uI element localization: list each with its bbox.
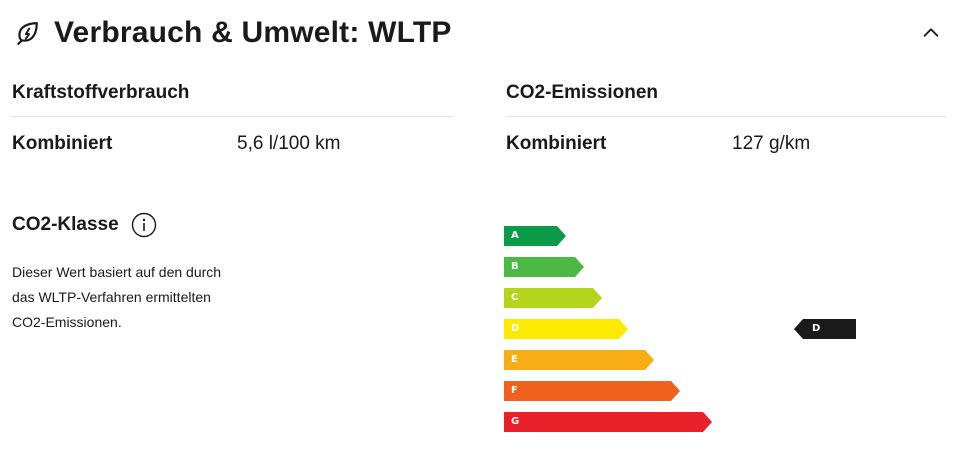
- co2-combined-label: Kombiniert: [506, 133, 607, 154]
- info-icon[interactable]: [131, 212, 157, 238]
- fuel-combined-value: 5,6 l/100 km: [237, 133, 341, 154]
- section-header: Verbrauch & Umwelt: WLTP: [12, 10, 946, 54]
- co2-class-bar-e: E: [504, 350, 654, 370]
- co2-heading: CO2-Emissionen: [506, 78, 946, 117]
- section-title: Verbrauch & Umwelt: WLTP: [54, 16, 452, 49]
- co2-emissions-block: CO2-Emissionen Kombiniert 127 g/km: [506, 78, 946, 167]
- fuel-combined-label: Kombiniert: [12, 133, 113, 154]
- co2-class-letter: E: [511, 354, 518, 365]
- co2-class-letter: G: [511, 416, 520, 427]
- co2-class-bar-g: G: [504, 412, 712, 432]
- co2-combined-row: Kombiniert 127 g/km: [506, 117, 946, 167]
- co2-class-bar-a: A: [504, 226, 566, 246]
- chevron-up-icon[interactable]: [920, 22, 942, 44]
- co2-class-current-letter: D: [812, 323, 821, 334]
- co2-class-block: CO2-Klasse Dieser Wert basiert auf den d…: [12, 212, 272, 335]
- co2-class-current-marker: D: [794, 319, 856, 339]
- fuel-heading: Kraftstoffverbrauch: [12, 78, 452, 117]
- fuel-combined-row: Kombiniert 5,6 l/100 km: [12, 117, 452, 167]
- leaf-lightning-icon: [17, 22, 38, 45]
- co2-class-letter: D: [511, 323, 520, 334]
- co2-class-title: CO2-Klasse: [12, 214, 119, 235]
- co2-class-bar-f: F: [504, 381, 680, 401]
- co2-class-letter: C: [511, 292, 519, 303]
- co2-class-letter: B: [511, 261, 519, 272]
- co2-combined-value: 127 g/km: [732, 133, 811, 154]
- co2-class-description: Dieser Wert basiert auf den durch das WL…: [12, 264, 222, 330]
- fuel-consumption-block: Kraftstoffverbrauch Kombiniert 5,6 l/100…: [12, 78, 452, 167]
- co2-class-bar-d: D: [504, 319, 628, 339]
- co2-class-bar-b: B: [504, 257, 584, 277]
- co2-class-bar-c: C: [504, 288, 602, 308]
- co2-class-scale: A B C D E F G D: [504, 226, 864, 438]
- co2-class-letter: A: [511, 230, 519, 241]
- co2-class-letter: F: [511, 385, 518, 396]
